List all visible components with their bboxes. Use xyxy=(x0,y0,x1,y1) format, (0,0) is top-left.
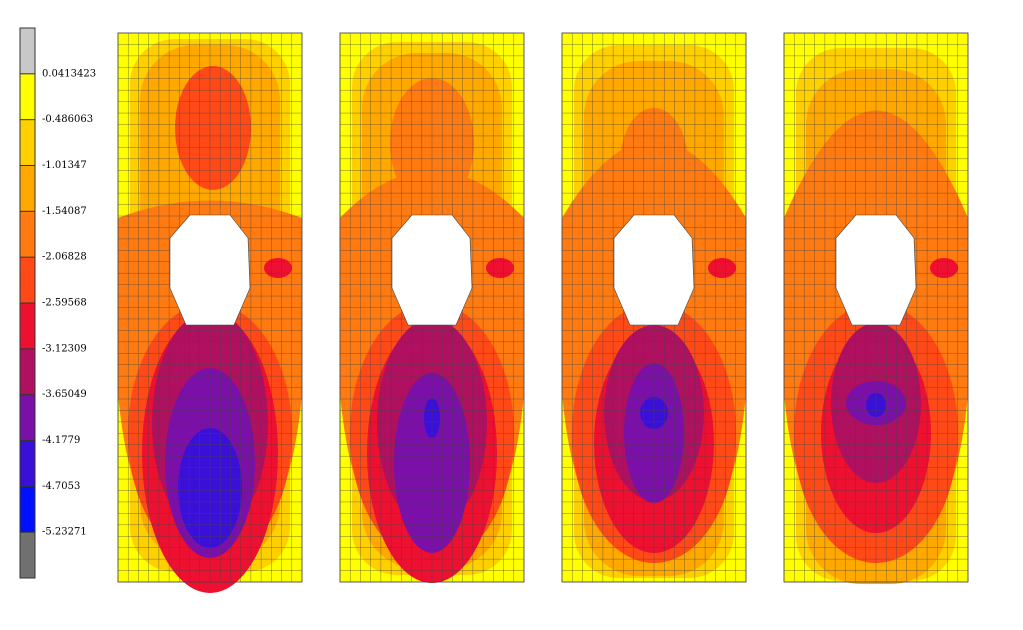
legend-label: -4.7053 xyxy=(42,481,80,492)
hole-edge xyxy=(391,214,473,326)
legend-label: -5.23271 xyxy=(42,527,87,538)
legend-label: -2.59568 xyxy=(42,298,87,309)
region xyxy=(930,258,958,278)
panel-frame xyxy=(117,32,303,583)
panel-frame xyxy=(339,32,525,583)
region xyxy=(264,258,292,278)
region xyxy=(175,66,251,190)
legend-band xyxy=(20,73,35,120)
legend-label: -4.1779 xyxy=(42,435,80,446)
region xyxy=(486,258,514,278)
contour-panel xyxy=(561,32,747,583)
legend-label: -1.01347 xyxy=(42,160,87,171)
legend-band xyxy=(20,303,35,349)
color-legend: 0.0413423 -0.486063 -1.01347 -1.54087 -2.068… xyxy=(19,27,96,579)
contour-panels xyxy=(117,32,969,593)
panel-frame xyxy=(561,32,747,583)
legend-band xyxy=(20,165,35,212)
hole-edge xyxy=(835,214,917,326)
legend-label: 0.0413423 xyxy=(42,68,96,79)
contour-panel xyxy=(339,32,525,583)
legend-band xyxy=(20,257,35,303)
contour-panel xyxy=(783,32,969,584)
legend-band xyxy=(20,440,35,487)
contour-panel xyxy=(117,32,303,593)
legend-band xyxy=(20,394,35,441)
legend-label: -0.486063 xyxy=(42,114,93,125)
panel-frame xyxy=(783,32,969,583)
legend-band xyxy=(20,486,35,533)
legend-band xyxy=(20,532,35,578)
legend-label: -3.12309 xyxy=(42,343,87,354)
hole-edge xyxy=(169,214,251,326)
legend-band xyxy=(20,119,35,166)
legend-label: -1.54087 xyxy=(42,206,87,217)
legend-band xyxy=(20,211,35,258)
region xyxy=(708,258,736,278)
hole-edge xyxy=(613,214,695,326)
legend-band xyxy=(20,348,35,395)
legend-label: -2.06828 xyxy=(42,252,87,263)
legend-band xyxy=(20,28,35,74)
legend-label: -3.65049 xyxy=(42,389,87,400)
